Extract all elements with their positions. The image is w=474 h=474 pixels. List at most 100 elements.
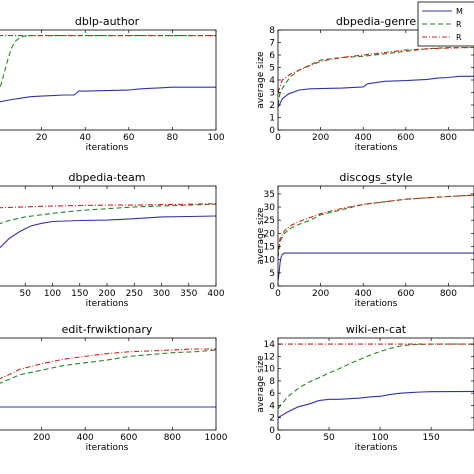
x-tick-label: 800 xyxy=(164,433,181,443)
series-line-1 xyxy=(278,390,474,419)
x-tick-label: 20 xyxy=(36,133,48,143)
series-line-3 xyxy=(278,194,474,252)
y-tick-label: 25 xyxy=(264,216,275,226)
axes-frame xyxy=(0,29,217,131)
y-tick-label: 1 xyxy=(269,114,275,124)
y-tick-label: 30 xyxy=(264,203,276,213)
y-tick-label: 6 xyxy=(269,389,275,399)
axes-frame xyxy=(0,337,217,431)
series-group xyxy=(278,46,474,108)
x-tick-label: 80 xyxy=(167,133,179,143)
x-axis-label: iterations xyxy=(86,143,129,153)
series-group xyxy=(0,35,216,103)
x-tick-label: 400 xyxy=(355,133,372,143)
x-tick-label: 0 xyxy=(275,133,281,143)
chart-panel-5: 200 400 600 800 1000 edit-frwiktionary iterati… xyxy=(0,323,228,453)
x-tick-label: 250 xyxy=(126,289,143,299)
series-group xyxy=(0,348,216,408)
chart-panel-2: 0 200 400 600 800012345678dbpedia-genreitera… xyxy=(256,15,474,153)
y-axis-label: average size xyxy=(256,51,266,109)
x-axis-label: iterations xyxy=(86,443,129,453)
chart-panel-4: 0 200 400 600 80005101520253035discogs_style… xyxy=(256,171,474,309)
chart-title: wiki-en-cat xyxy=(346,323,407,336)
x-tick-label: 800 xyxy=(440,133,457,143)
y-axis-label: average size xyxy=(256,355,266,413)
x-tick-label: 100 xyxy=(371,433,388,443)
chart-title: dblp-author xyxy=(75,15,140,28)
axes-frame xyxy=(277,337,474,431)
legend-label: R xyxy=(456,33,462,42)
x-axis-label: iterations xyxy=(355,443,398,453)
series-line-2 xyxy=(278,46,474,106)
series-group xyxy=(278,343,474,419)
y-axis-label: average size xyxy=(256,207,266,265)
x-tick-label: 0 xyxy=(275,433,281,443)
y-tick-label: 10 xyxy=(264,256,276,266)
y-tick-label: 7 xyxy=(269,39,275,49)
x-tick-label: 150 xyxy=(71,289,88,299)
y-tick-label: 0 xyxy=(269,426,275,436)
x-tick-label: 400 xyxy=(355,289,372,299)
x-tick-label: 600 xyxy=(120,433,137,443)
y-tick-label: 8 xyxy=(269,377,275,387)
x-tick-label: 1000 xyxy=(205,433,228,443)
x-tick-label: 200 xyxy=(312,289,329,299)
y-tick-label: 14 xyxy=(264,340,276,350)
chart-title: dbpedia-genre xyxy=(336,15,416,28)
x-tick-label: 800 xyxy=(440,289,457,299)
y-tick-label: 35 xyxy=(264,190,275,200)
y-tick-label: 8 xyxy=(269,26,275,36)
x-tick-label: 200 xyxy=(98,289,115,299)
x-tick-label: 100 xyxy=(44,289,61,299)
series-line-3 xyxy=(278,46,474,93)
y-tick-label: 6 xyxy=(269,51,275,61)
chart-title: edit-frwiktionary xyxy=(62,323,153,336)
y-tick-label: 20 xyxy=(264,229,276,239)
chart-panel-3: 50 100 150 200 250 300 350 400 dbpedia-team itera… xyxy=(0,171,225,309)
x-tick-label: 300 xyxy=(153,289,170,299)
x-tick-label: 600 xyxy=(397,289,414,299)
series-line-2 xyxy=(278,343,474,409)
x-tick-label: 0 xyxy=(275,289,281,299)
x-tick-label: 600 xyxy=(397,133,414,143)
y-tick-label: 0 xyxy=(269,126,275,136)
y-tick-label: 4 xyxy=(269,401,275,411)
y-tick-label: 0 xyxy=(269,282,275,292)
y-tick-label: 5 xyxy=(269,64,275,74)
x-axis-label: iterations xyxy=(86,299,129,309)
x-tick-label: 50 xyxy=(20,289,32,299)
chart-panel-6: 0 50 100 15002468101214wiki-en-catiteration… xyxy=(256,323,474,453)
x-tick-label: 50 xyxy=(323,433,335,443)
chart-panel-1: 20 40 60 80 100 dblp-author iterations xyxy=(0,15,225,153)
chart-title: discogs_style xyxy=(339,171,412,184)
x-tick-label: 60 xyxy=(123,133,135,143)
y-tick-label: 2 xyxy=(269,101,275,111)
x-axis-label: iterations xyxy=(355,143,398,153)
y-tick-label: 3 xyxy=(269,89,275,99)
axes-frame xyxy=(277,185,474,287)
series-line-1 xyxy=(0,86,216,103)
series-line-1 xyxy=(0,215,216,249)
series-line-1 xyxy=(278,75,474,108)
y-tick-label: 4 xyxy=(269,76,275,86)
x-tick-label: 350 xyxy=(180,289,197,299)
y-tick-label: 5 xyxy=(269,269,275,279)
series-group xyxy=(0,203,216,249)
x-tick-label: 400 xyxy=(77,433,94,443)
series-line-2 xyxy=(0,203,216,225)
chart-title: dbpedia-team xyxy=(69,171,146,184)
series-line-3 xyxy=(0,203,216,209)
x-tick-label: 100 xyxy=(207,133,224,143)
x-axis-label: iterations xyxy=(355,299,398,309)
y-tick-label: 15 xyxy=(264,243,275,253)
y-tick-label: 2 xyxy=(269,414,275,424)
legend-label: M xyxy=(456,7,463,16)
y-tick-label: 12 xyxy=(264,352,275,362)
series-line-3 xyxy=(0,348,216,380)
legend-label: R xyxy=(456,20,462,29)
x-tick-label: 150 xyxy=(423,433,440,443)
x-tick-label: 200 xyxy=(312,133,329,143)
x-tick-label: 40 xyxy=(79,133,91,143)
